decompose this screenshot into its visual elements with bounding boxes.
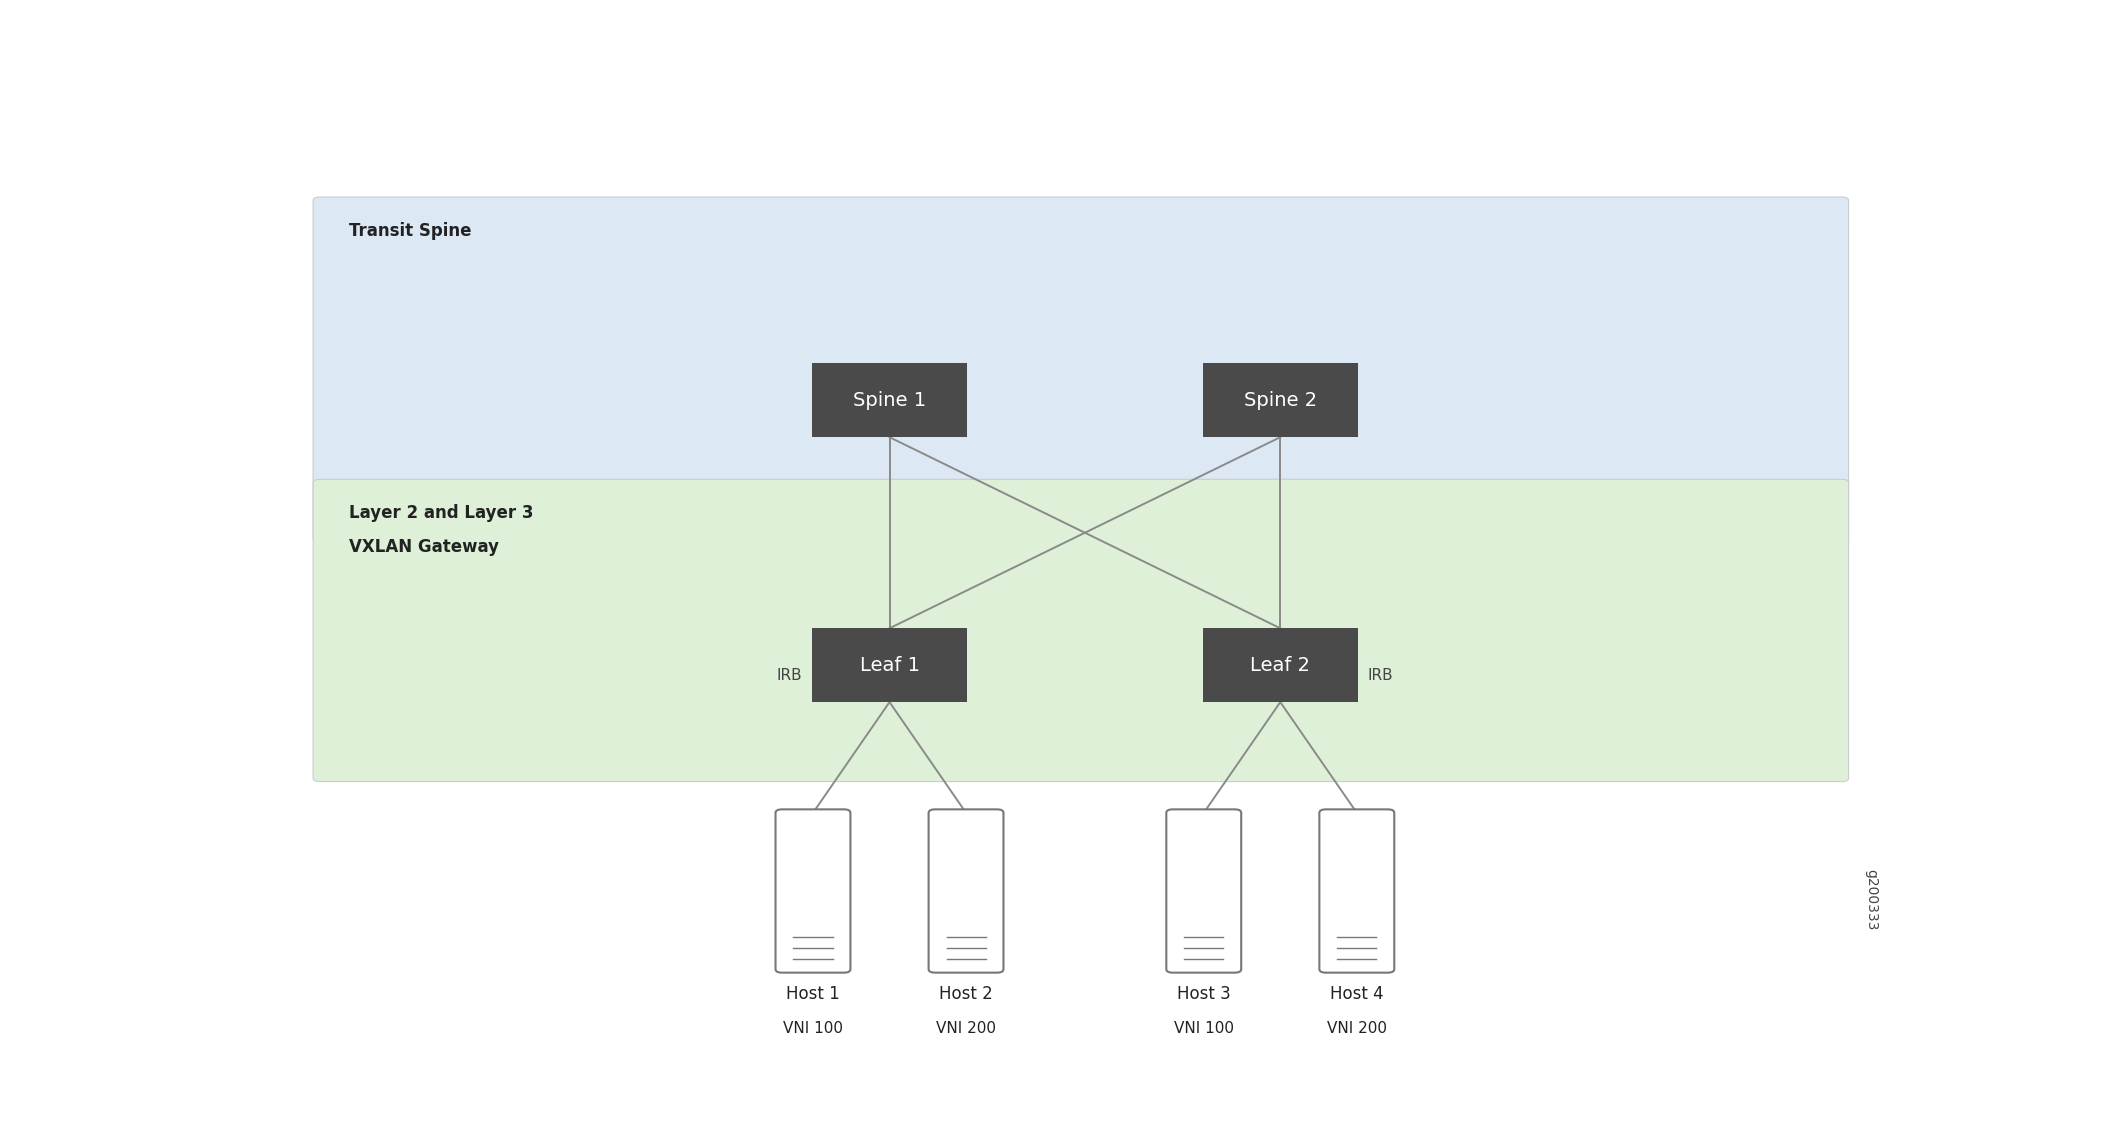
Text: VNI 200: VNI 200: [937, 1021, 996, 1037]
Text: Transit Spine: Transit Spine: [349, 222, 471, 240]
FancyBboxPatch shape: [1204, 363, 1357, 438]
FancyBboxPatch shape: [1166, 810, 1242, 972]
Text: Layer 2 and Layer 3: Layer 2 and Layer 3: [349, 504, 534, 522]
Text: Leaf 1: Leaf 1: [859, 655, 920, 675]
Text: g200333: g200333: [1864, 869, 1878, 931]
Text: Host 1: Host 1: [786, 985, 840, 1003]
FancyBboxPatch shape: [313, 197, 1849, 543]
Text: IRB: IRB: [777, 668, 803, 684]
Text: Host 4: Host 4: [1330, 985, 1385, 1003]
Text: Spine 1: Spine 1: [853, 390, 927, 409]
FancyBboxPatch shape: [775, 810, 851, 972]
FancyBboxPatch shape: [813, 628, 966, 702]
Text: Leaf 2: Leaf 2: [1250, 655, 1311, 675]
FancyBboxPatch shape: [929, 810, 1004, 972]
Text: IRB: IRB: [1368, 668, 1393, 684]
FancyBboxPatch shape: [813, 363, 966, 438]
Text: VNI 200: VNI 200: [1328, 1021, 1387, 1037]
FancyBboxPatch shape: [1204, 628, 1357, 702]
Text: Host 2: Host 2: [939, 985, 994, 1003]
FancyBboxPatch shape: [313, 479, 1849, 782]
Text: VNI 100: VNI 100: [1174, 1021, 1233, 1037]
Text: Host 3: Host 3: [1177, 985, 1231, 1003]
Text: VXLAN Gateway: VXLAN Gateway: [349, 538, 498, 555]
Text: VNI 100: VNI 100: [784, 1021, 843, 1037]
FancyBboxPatch shape: [1319, 810, 1395, 972]
Text: Spine 2: Spine 2: [1244, 390, 1317, 409]
